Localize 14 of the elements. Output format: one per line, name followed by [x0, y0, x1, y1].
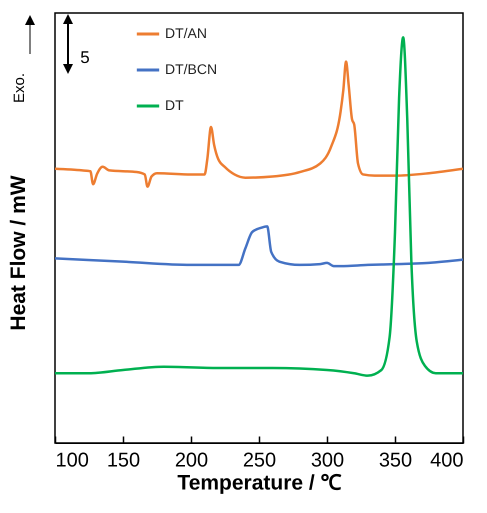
x-tick-label: 350 [378, 450, 412, 472]
x-tick-label: 150 [106, 450, 140, 472]
y-axis-title: Heat Flow / mW [7, 175, 30, 331]
x-tick-label: 400 [430, 450, 464, 472]
legend-label: DT/BCN [165, 61, 218, 77]
x-tick-label: 200 [174, 450, 208, 472]
x-tick-label: 250 [242, 450, 276, 472]
x-tick-label: 100 [56, 450, 89, 472]
x-axis-title: Temperature / ℃ [177, 472, 342, 494]
legend-label: DT [165, 97, 184, 113]
annotation: 5 [80, 48, 90, 67]
legend-label: DT/AN [165, 25, 207, 41]
text: Exo. [11, 72, 28, 104]
x-tick-label: 300 [310, 450, 344, 472]
